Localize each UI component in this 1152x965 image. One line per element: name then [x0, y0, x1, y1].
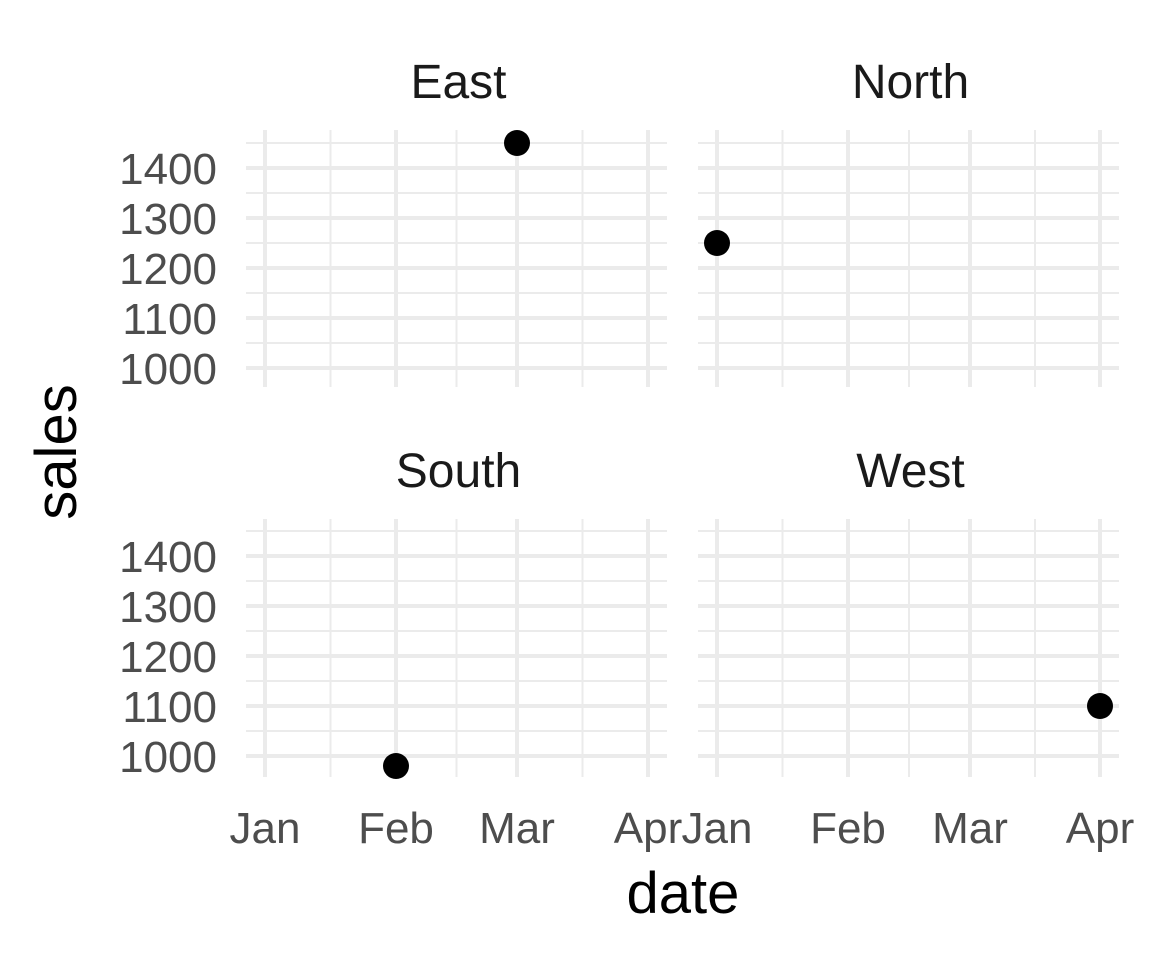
- facet-panel-south: [246, 519, 667, 777]
- facet-panel-east: [246, 130, 667, 387]
- y-tick-label: 1200: [119, 633, 217, 682]
- x-tick-label: Apr: [1066, 804, 1134, 853]
- x-axis-title: date: [627, 861, 740, 926]
- y-tick-label: 1000: [119, 733, 217, 782]
- x-tick-label: Mar: [479, 804, 555, 853]
- data-point: [704, 230, 730, 256]
- x-tick-label: Jan: [230, 804, 301, 853]
- y-axis-title: sales: [24, 384, 89, 519]
- facet-title: South: [396, 445, 521, 498]
- y-tick-label: 1300: [119, 195, 217, 244]
- facet-panel-west: [698, 519, 1119, 777]
- x-tick-label: Feb: [810, 804, 886, 853]
- facet-title: West: [856, 445, 964, 498]
- facet-title: North: [852, 56, 969, 109]
- y-tick-label: 1000: [119, 345, 217, 394]
- data-point: [1087, 693, 1113, 719]
- y-tick-label: 1200: [119, 245, 217, 294]
- y-tick-label: 1300: [119, 583, 217, 632]
- y-tick-label: 1100: [122, 295, 217, 344]
- y-tick-label: 1100: [122, 683, 217, 732]
- x-tick-label: Jan: [682, 804, 753, 853]
- x-tick-label: Mar: [932, 804, 1008, 853]
- x-tick-label: Apr: [614, 804, 682, 853]
- facet-title: East: [410, 56, 506, 109]
- data-point: [504, 130, 530, 156]
- x-tick-label: Feb: [358, 804, 434, 853]
- facet-panel-north: [698, 130, 1119, 387]
- y-tick-label: 1400: [119, 145, 217, 194]
- y-tick-label: 1400: [119, 533, 217, 582]
- data-point: [383, 753, 409, 779]
